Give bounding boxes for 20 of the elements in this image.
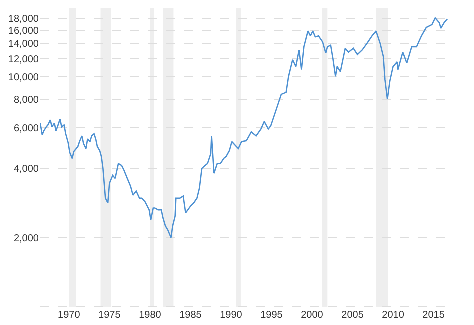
y-tick-label: 12,000 xyxy=(8,54,40,66)
y-tick-label: 16,000 xyxy=(8,26,40,37)
x-tick-label: 1990 xyxy=(220,310,243,321)
y-tick-label: 6,000 xyxy=(14,124,40,135)
x-tick-label: 1985 xyxy=(180,310,202,321)
x-tick-label: 2000 xyxy=(301,310,324,321)
y-tick-label: 10,000 xyxy=(8,72,40,84)
line-series xyxy=(40,18,448,238)
x-tick-label: 1975 xyxy=(98,310,122,321)
y-tick-label: 4,000 xyxy=(14,164,40,176)
y-tick-label: 2,000 xyxy=(14,233,40,244)
y-tick-label: 18,000 xyxy=(8,14,40,26)
y-tick-label: 14,000 xyxy=(8,39,40,50)
x-tick-label: 1980 xyxy=(139,310,162,321)
x-tick-label: 2005 xyxy=(342,310,364,321)
x-tick-label: 2010 xyxy=(382,310,405,321)
x-tick-label: 1970 xyxy=(58,310,81,321)
y-tick-label: 8,000 xyxy=(14,94,40,106)
x-tick-label: 1995 xyxy=(260,310,284,321)
x-tick-label: 2015 xyxy=(422,310,446,321)
